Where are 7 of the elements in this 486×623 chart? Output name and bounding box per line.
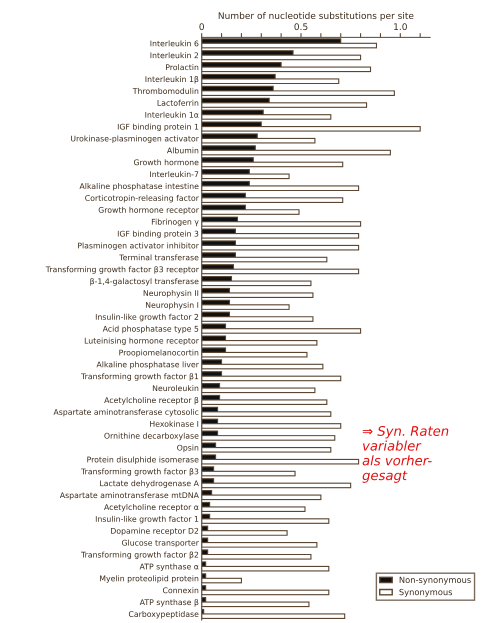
legend-label: Non-synonymous	[400, 576, 471, 585]
x-tick-label: 1.0	[394, 23, 407, 30]
x-tick-label: 0	[199, 23, 204, 30]
x-tick-label: 0.5	[294, 23, 308, 30]
x-axis-title: Number of nucleotide substitutions per site	[218, 12, 414, 21]
legend-label: Synonymous	[399, 588, 452, 597]
annotation: ⇒ Syn. Raten variabler als vorher- gesagt	[362, 426, 448, 483]
